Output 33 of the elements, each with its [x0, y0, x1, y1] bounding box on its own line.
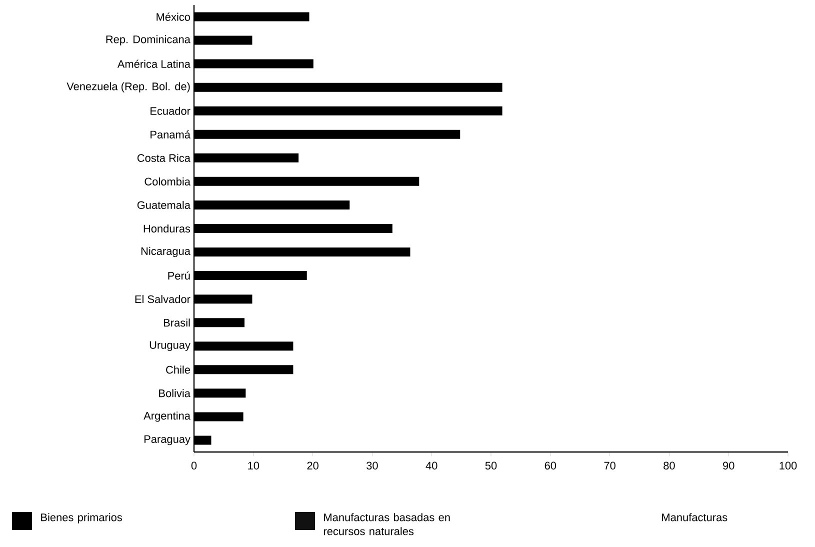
y-tick-label: Brasil — [164, 318, 190, 327]
x-tick-label: 20 — [307, 462, 318, 470]
y-tick-label: Costa Rica — [137, 154, 190, 162]
x-tick-label: 70 — [604, 462, 616, 470]
x-tick-label: 0 — [191, 462, 197, 470]
y-tick-label: Nicaragua — [141, 246, 190, 258]
x-tick-label: 30 — [366, 462, 378, 470]
y-tick-label: América Latina — [117, 60, 190, 68]
y-tick-label: Honduras — [144, 224, 190, 233]
y-tick-label: Ecuador — [150, 106, 190, 115]
x-tick-label: 40 — [426, 462, 438, 470]
y-tick-label: Argentina — [144, 412, 190, 422]
y-tick-label: Venezuela (Rep. Bol. de) — [66, 82, 190, 92]
x-tick-label: 10 — [248, 462, 260, 470]
y-tick-label: Colombia — [144, 177, 190, 186]
x-tick-label: 80 — [664, 462, 675, 470]
y-tick-label: Panamá — [150, 130, 190, 138]
x-tick-label: 60 — [544, 462, 556, 470]
legend-label: Manufacturas basadas en recursos naturales — [324, 513, 450, 536]
y-tick-label: El Salvador — [135, 295, 190, 304]
y-tick-label: Uruguay — [150, 341, 190, 352]
y-tick-label: Rep. Dominicana — [106, 35, 190, 46]
y-tick-label: Guatemala — [137, 200, 190, 209]
legend-label: Bienes primarios — [41, 513, 122, 524]
x-tick-label: 50 — [485, 462, 497, 470]
x-tick-label: 90 — [723, 462, 734, 470]
y-tick-label: Perú — [168, 271, 190, 280]
y-tick-label: Chile — [166, 366, 190, 374]
y-tick-label: México — [156, 12, 190, 21]
y-tick-label: Paraguay — [144, 435, 190, 446]
text: Manufacturas — [662, 513, 728, 522]
y-tick-label: Bolivia — [159, 389, 190, 398]
x-tick-label: 100 — [780, 462, 797, 470]
